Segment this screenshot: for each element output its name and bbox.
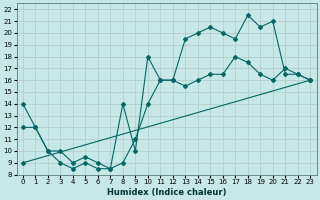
- X-axis label: Humidex (Indice chaleur): Humidex (Indice chaleur): [107, 188, 226, 197]
